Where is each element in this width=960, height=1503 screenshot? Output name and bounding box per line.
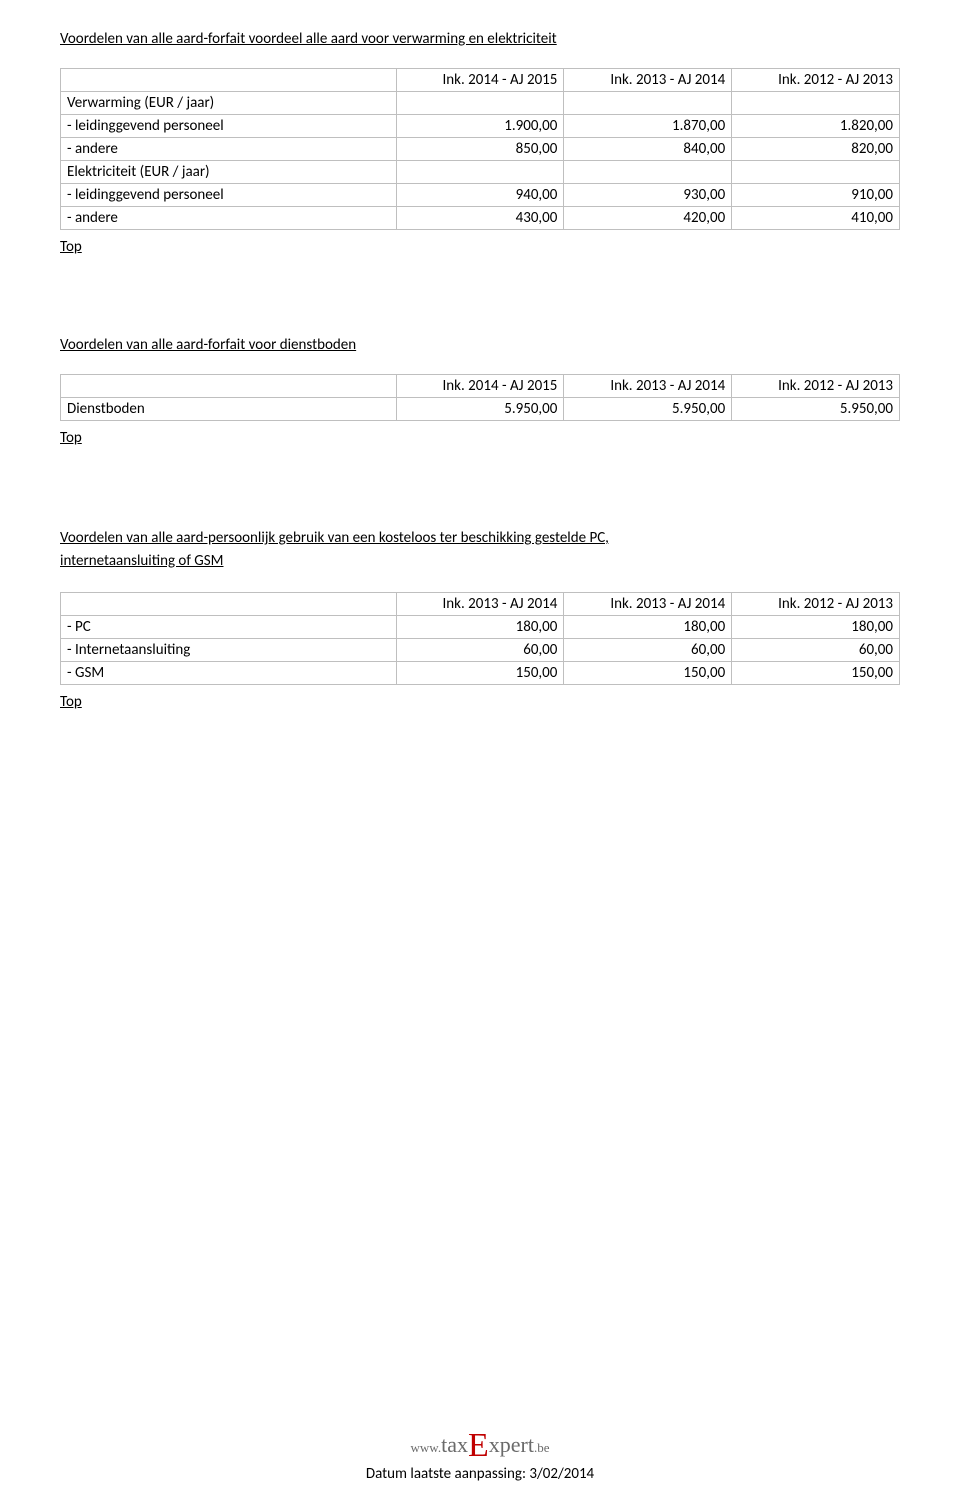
row-value: 5.950,00 bbox=[564, 398, 732, 421]
top-link[interactable]: Top bbox=[60, 693, 900, 711]
table-row: - andere 430,00 420,00 410,00 bbox=[61, 207, 900, 230]
footer-logo: www.taxExpert.be bbox=[0, 1423, 960, 1461]
logo-be: .be bbox=[534, 1440, 550, 1455]
row-value: 430,00 bbox=[396, 207, 564, 230]
table-header-blank bbox=[61, 593, 397, 616]
table-header: Ink. 2013 - AJ 2014 bbox=[564, 375, 732, 398]
row-value bbox=[732, 161, 900, 184]
row-label: - leidinggevend personeel bbox=[61, 184, 397, 207]
row-value: 930,00 bbox=[564, 184, 732, 207]
document-page: Voordelen van alle aard-forfait voordeel… bbox=[0, 0, 960, 1503]
table-header-blank bbox=[61, 69, 397, 92]
logo-www: www. bbox=[411, 1440, 442, 1455]
section2-title: Voordelen van alle aard-forfait voor die… bbox=[60, 336, 900, 354]
row-value bbox=[732, 92, 900, 115]
row-value: 5.950,00 bbox=[396, 398, 564, 421]
table-header: Ink. 2012 - AJ 2013 bbox=[732, 375, 900, 398]
table-row: - leidinggevend personeel 1.900,00 1.870… bbox=[61, 115, 900, 138]
section3-title: Voordelen van alle aard-persoonlijk gebr… bbox=[60, 527, 900, 572]
row-value: 910,00 bbox=[732, 184, 900, 207]
table-row: - PC 180,00 180,00 180,00 bbox=[61, 616, 900, 639]
top-link[interactable]: Top bbox=[60, 429, 900, 447]
table-header: Ink. 2014 - AJ 2015 bbox=[396, 375, 564, 398]
table-header: Ink. 2013 - AJ 2014 bbox=[564, 593, 732, 616]
table-header: Ink. 2012 - AJ 2013 bbox=[732, 593, 900, 616]
top-link[interactable]: Top bbox=[60, 238, 900, 256]
row-value: 180,00 bbox=[732, 616, 900, 639]
row-label: - andere bbox=[61, 207, 397, 230]
row-value: 5.950,00 bbox=[732, 398, 900, 421]
row-value: 940,00 bbox=[396, 184, 564, 207]
row-label: Verwarming (EUR / jaar) bbox=[61, 92, 397, 115]
table-header: Ink. 2013 - AJ 2014 bbox=[396, 593, 564, 616]
row-value: 60,00 bbox=[732, 639, 900, 662]
table-header-row: Ink. 2014 - AJ 2015 Ink. 2013 - AJ 2014 … bbox=[61, 69, 900, 92]
row-value: 840,00 bbox=[564, 138, 732, 161]
logo-xpert: xpert bbox=[489, 1432, 534, 1457]
section2-table: Ink. 2014 - AJ 2015 Ink. 2013 - AJ 2014 … bbox=[60, 374, 900, 421]
table-header-row: Ink. 2014 - AJ 2015 Ink. 2013 - AJ 2014 … bbox=[61, 375, 900, 398]
row-label: - Internetaansluiting bbox=[61, 639, 397, 662]
table-row: - leidinggevend personeel 940,00 930,00 … bbox=[61, 184, 900, 207]
row-value bbox=[564, 92, 732, 115]
row-label: - leidinggevend personeel bbox=[61, 115, 397, 138]
section3-title-line1: Voordelen van alle aard-persoonlijk gebr… bbox=[60, 529, 609, 547]
table-row: Verwarming (EUR / jaar) bbox=[61, 92, 900, 115]
table-header: Ink. 2013 - AJ 2014 bbox=[564, 69, 732, 92]
table-header-row: Ink. 2013 - AJ 2014 Ink. 2013 - AJ 2014 … bbox=[61, 593, 900, 616]
row-label: Elektriciteit (EUR / jaar) bbox=[61, 161, 397, 184]
table-row: Elektriciteit (EUR / jaar) bbox=[61, 161, 900, 184]
row-label: - andere bbox=[61, 138, 397, 161]
row-value: 150,00 bbox=[732, 662, 900, 685]
section3-table: Ink. 2013 - AJ 2014 Ink. 2013 - AJ 2014 … bbox=[60, 592, 900, 685]
row-value: 410,00 bbox=[732, 207, 900, 230]
table-header: Ink. 2014 - AJ 2015 bbox=[396, 69, 564, 92]
row-value: 820,00 bbox=[732, 138, 900, 161]
row-label: Dienstboden bbox=[61, 398, 397, 421]
row-value: 1.870,00 bbox=[564, 115, 732, 138]
section1-table: Ink. 2014 - AJ 2015 Ink. 2013 - AJ 2014 … bbox=[60, 68, 900, 230]
row-value bbox=[564, 161, 732, 184]
table-row: - Internetaansluiting 60,00 60,00 60,00 bbox=[61, 639, 900, 662]
logo-e: E bbox=[468, 1427, 489, 1464]
row-value: 60,00 bbox=[396, 639, 564, 662]
row-value: 60,00 bbox=[564, 639, 732, 662]
page-footer: www.taxExpert.be Datum laatste aanpassin… bbox=[0, 1423, 960, 1483]
logo-tax: tax bbox=[441, 1432, 468, 1457]
row-value: 1.900,00 bbox=[396, 115, 564, 138]
section1-title: Voordelen van alle aard-forfait voordeel… bbox=[60, 30, 900, 48]
row-value: 1.820,00 bbox=[732, 115, 900, 138]
row-value: 150,00 bbox=[396, 662, 564, 685]
row-value: 150,00 bbox=[564, 662, 732, 685]
table-row: - andere 850,00 840,00 820,00 bbox=[61, 138, 900, 161]
table-header-blank bbox=[61, 375, 397, 398]
row-value: 180,00 bbox=[396, 616, 564, 639]
footer-date: Datum laatste aanpassing: 3/02/2014 bbox=[0, 1465, 960, 1483]
table-header: Ink. 2012 - AJ 2013 bbox=[732, 69, 900, 92]
table-row: - GSM 150,00 150,00 150,00 bbox=[61, 662, 900, 685]
row-value bbox=[396, 161, 564, 184]
row-value bbox=[396, 92, 564, 115]
row-label: - GSM bbox=[61, 662, 397, 685]
section3-title-line2: internetaansluiting of GSM bbox=[60, 552, 223, 570]
row-value: 180,00 bbox=[564, 616, 732, 639]
table-row: Dienstboden 5.950,00 5.950,00 5.950,00 bbox=[61, 398, 900, 421]
row-label: - PC bbox=[61, 616, 397, 639]
row-value: 420,00 bbox=[564, 207, 732, 230]
row-value: 850,00 bbox=[396, 138, 564, 161]
